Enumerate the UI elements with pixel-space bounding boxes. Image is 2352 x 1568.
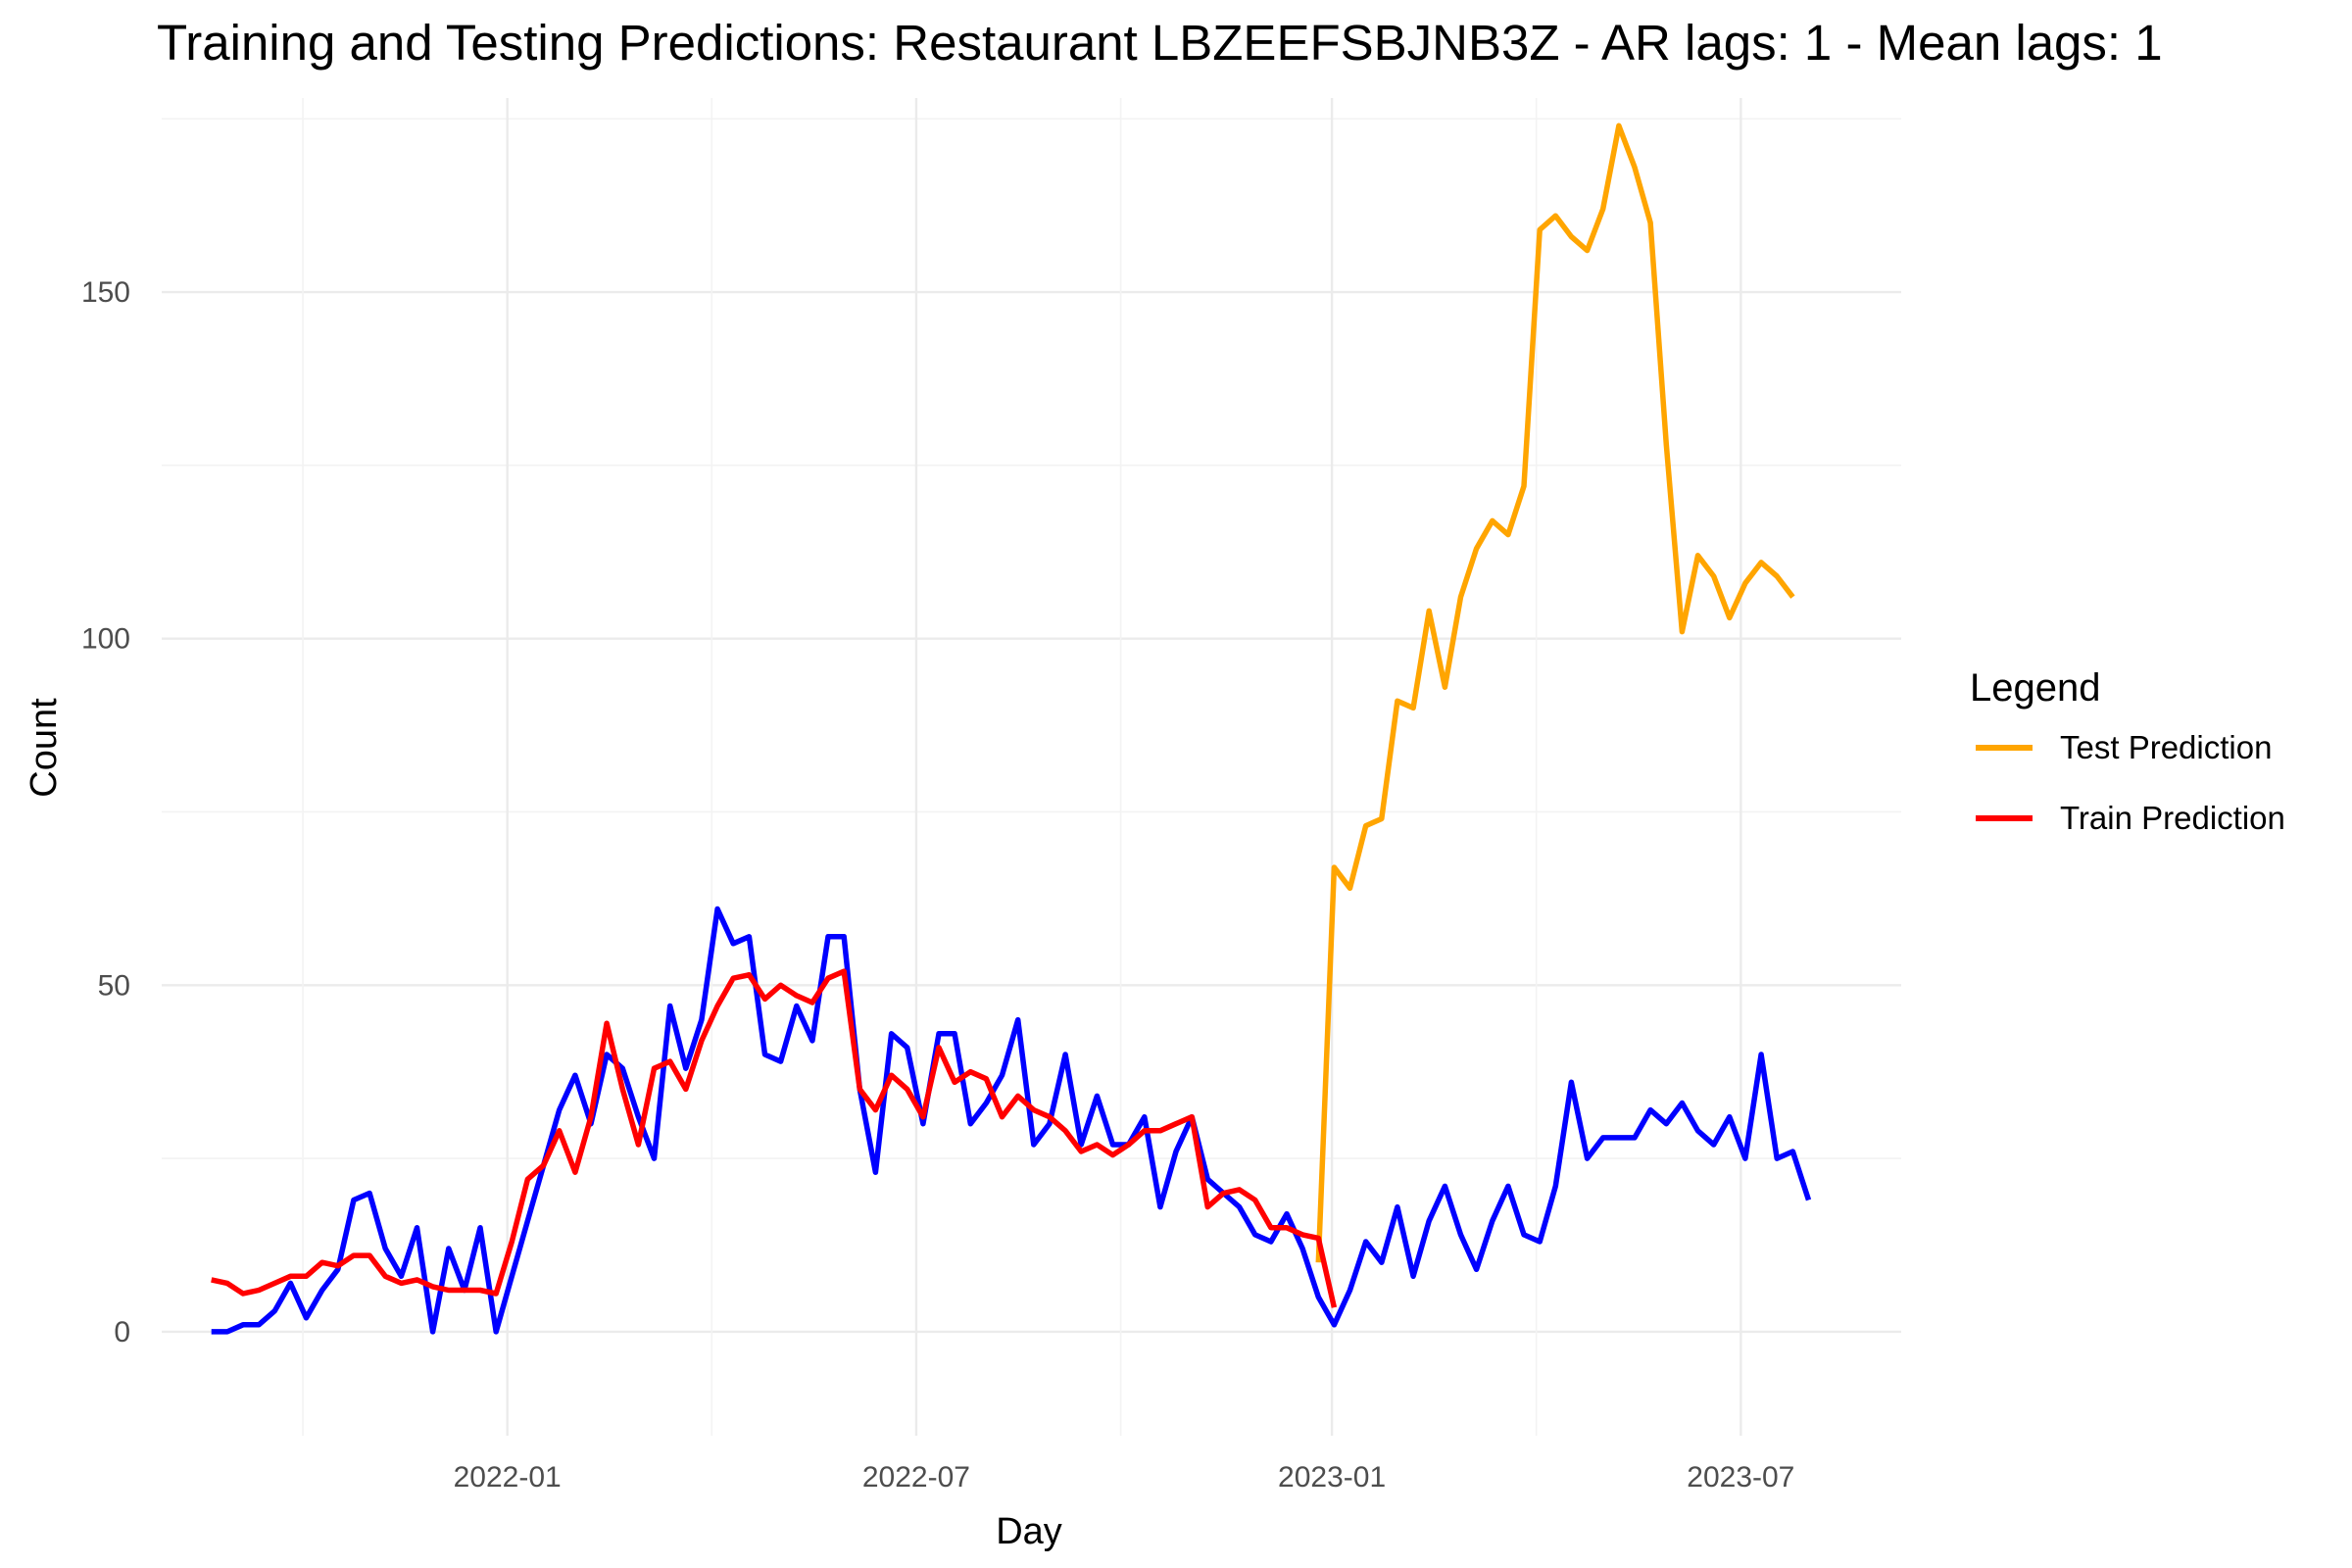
x-tick-label: 2022-01 [454, 1461, 562, 1494]
x-tick-label: 2022-07 [862, 1461, 970, 1494]
gridlines [162, 98, 1901, 1436]
tick-labels: 0 50 100 150 2022-01 2022-07 2023-01 2023-07 [81, 276, 1794, 1494]
legend-title: Legend [1970, 666, 2101, 710]
legend-item-train-prediction: Train Prediction [1976, 794, 2285, 843]
y-tick-label: 100 [81, 623, 130, 656]
y-axis-title: Count [24, 698, 65, 798]
legend-label-test-prediction: Test Prediction [2060, 729, 2273, 765]
legend-label-train-prediction: Train Prediction [2060, 800, 2285, 836]
y-tick-label: 0 [114, 1316, 130, 1348]
x-tick-label: 2023-07 [1687, 1461, 1794, 1494]
y-tick-label: 50 [98, 969, 130, 1002]
series-line-train-prediction [211, 968, 1338, 1308]
series-line-actual [211, 906, 1812, 1335]
legend-swatch-test-prediction [1976, 745, 2033, 751]
chart-title: Training and Testing Predictions: Restau… [157, 15, 2163, 71]
legend: Legend Test Prediction Train Prediction [1960, 666, 2342, 882]
series-lines [211, 122, 1812, 1335]
series-line-test-prediction [1315, 122, 1795, 1263]
y-tick-label: 150 [81, 276, 130, 309]
legend-swatch-train-prediction [1976, 815, 2033, 821]
legend-item-test-prediction: Test Prediction [1976, 723, 2272, 772]
x-axis-title: Day [996, 1511, 1062, 1552]
x-tick-label: 2023-01 [1278, 1461, 1386, 1494]
